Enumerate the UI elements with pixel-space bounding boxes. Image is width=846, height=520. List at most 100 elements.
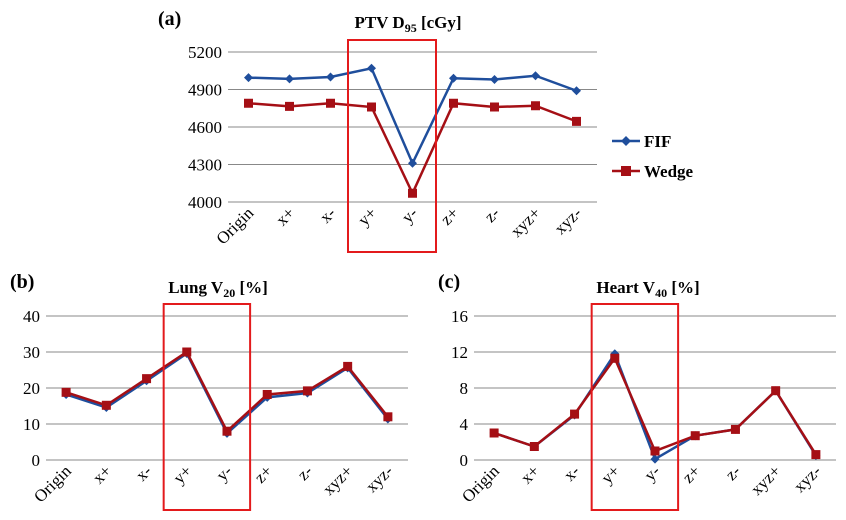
data-point-wedge bbox=[529, 442, 539, 451]
highlight-box bbox=[162, 303, 252, 511]
data-point-fif bbox=[572, 86, 581, 96]
data-point-wedge bbox=[101, 400, 111, 410]
data-point-wedge bbox=[531, 101, 540, 111]
panel-c-title: Heart V40 [%] bbox=[596, 278, 699, 300]
x-tick-label: z- bbox=[481, 203, 504, 226]
x-tick-label: xyz- bbox=[790, 461, 825, 496]
y-tick-label: 40 bbox=[23, 307, 40, 326]
series-line-wedge bbox=[65, 350, 389, 434]
series-line-fif bbox=[65, 351, 389, 436]
data-point-wedge bbox=[367, 102, 376, 112]
highlight-box bbox=[347, 39, 437, 253]
x-tick-label: z- bbox=[293, 461, 316, 484]
x-tick-label: x+ bbox=[89, 461, 115, 487]
data-point-wedge bbox=[570, 409, 580, 419]
data-point-wedge bbox=[222, 426, 232, 436]
x-tick-label: y+ bbox=[354, 203, 380, 229]
highlight-box bbox=[590, 303, 680, 511]
legend-marker-fif bbox=[621, 136, 631, 146]
data-point-fif bbox=[285, 74, 294, 84]
panel-a-title: PTV D95 [cGy] bbox=[354, 13, 461, 35]
data-point-wedge bbox=[262, 389, 272, 399]
y-tick-label: 20 bbox=[23, 379, 40, 398]
data-point-fif bbox=[449, 73, 458, 83]
data-point-wedge bbox=[650, 446, 660, 456]
data-point-wedge bbox=[302, 386, 312, 396]
data-point-wedge bbox=[244, 98, 253, 108]
data-point-wedge bbox=[383, 412, 393, 422]
data-point-wedge bbox=[142, 374, 152, 384]
data-point-wedge bbox=[690, 431, 700, 441]
data-point-wedge bbox=[326, 98, 335, 108]
data-point-wedge bbox=[811, 450, 821, 460]
y-tick-label: 30 bbox=[23, 343, 40, 362]
x-tick-label: y+ bbox=[597, 461, 623, 487]
data-point-wedge bbox=[449, 98, 458, 108]
x-tick-label: y- bbox=[640, 461, 664, 485]
series-line-wedge bbox=[493, 355, 817, 456]
panel-c-label: (c) bbox=[438, 271, 460, 293]
panel-a-chart: (a) PTV D95 [cGy] 40004300460049005200Or… bbox=[158, 8, 597, 253]
legend-label-wedge: Wedge bbox=[644, 162, 694, 181]
data-point-fif bbox=[531, 71, 540, 81]
panel-b-label: (b) bbox=[10, 271, 34, 293]
x-tick-label: xyz- bbox=[362, 461, 397, 496]
data-point-wedge bbox=[182, 347, 192, 357]
x-tick-label: y+ bbox=[169, 461, 195, 487]
y-tick-label: 16 bbox=[451, 307, 468, 326]
x-tick-label: z- bbox=[721, 461, 744, 484]
y-tick-label: 4900 bbox=[188, 81, 222, 100]
series-line-fif bbox=[493, 351, 817, 461]
x-tick-label: x+ bbox=[517, 461, 543, 487]
x-tick-label: x- bbox=[132, 461, 156, 485]
legend: FIF Wedge bbox=[612, 132, 694, 181]
data-point-wedge bbox=[489, 428, 499, 438]
data-point-fif bbox=[244, 73, 253, 83]
x-tick-label: z+ bbox=[678, 461, 704, 487]
x-tick-label: x- bbox=[560, 461, 584, 485]
data-point-fif bbox=[650, 454, 660, 464]
y-tick-label: 8 bbox=[460, 379, 469, 398]
y-tick-label: 4300 bbox=[188, 156, 222, 175]
data-point-wedge bbox=[610, 353, 620, 363]
x-tick-label: y- bbox=[212, 461, 236, 485]
y-tick-label: 12 bbox=[451, 343, 468, 362]
panel-b-title: Lung V20 [%] bbox=[168, 278, 268, 300]
x-tick-label: xyz- bbox=[551, 203, 586, 238]
series-line-fif bbox=[248, 66, 577, 167]
panel-a-label: (a) bbox=[158, 8, 181, 30]
x-tick-label: z+ bbox=[437, 203, 463, 229]
y-tick-label: 4 bbox=[460, 415, 469, 434]
y-tick-label: 10 bbox=[23, 415, 40, 434]
data-point-wedge bbox=[408, 188, 417, 198]
x-tick-label: xyz+ bbox=[747, 461, 785, 499]
data-point-wedge bbox=[730, 424, 740, 434]
y-tick-label: 4000 bbox=[188, 193, 222, 212]
x-tick-label: x+ bbox=[272, 203, 298, 229]
series-line-wedge bbox=[248, 101, 577, 197]
x-tick-label: x- bbox=[316, 203, 340, 227]
data-point-wedge bbox=[61, 387, 71, 397]
data-point-fif bbox=[408, 158, 417, 168]
data-point-fif bbox=[326, 72, 335, 82]
data-point-fif bbox=[367, 63, 376, 73]
y-tick-label: 5200 bbox=[188, 43, 222, 62]
y-tick-label: 4600 bbox=[188, 118, 222, 137]
x-tick-label: xyz+ bbox=[319, 461, 357, 499]
x-tick-label: xyz+ bbox=[507, 203, 545, 241]
data-point-fif bbox=[490, 75, 499, 84]
legend-marker-wedge bbox=[621, 166, 631, 176]
data-point-wedge bbox=[343, 361, 353, 371]
data-point-wedge bbox=[490, 102, 499, 112]
data-point-wedge bbox=[771, 386, 781, 396]
data-point-wedge bbox=[285, 101, 294, 111]
y-tick-label: 0 bbox=[460, 451, 469, 470]
y-tick-label: 0 bbox=[32, 451, 41, 470]
x-tick-label: y- bbox=[398, 203, 422, 227]
data-point-wedge bbox=[572, 116, 581, 126]
x-tick-label: z+ bbox=[250, 461, 276, 487]
legend-label-fif: FIF bbox=[644, 132, 671, 151]
